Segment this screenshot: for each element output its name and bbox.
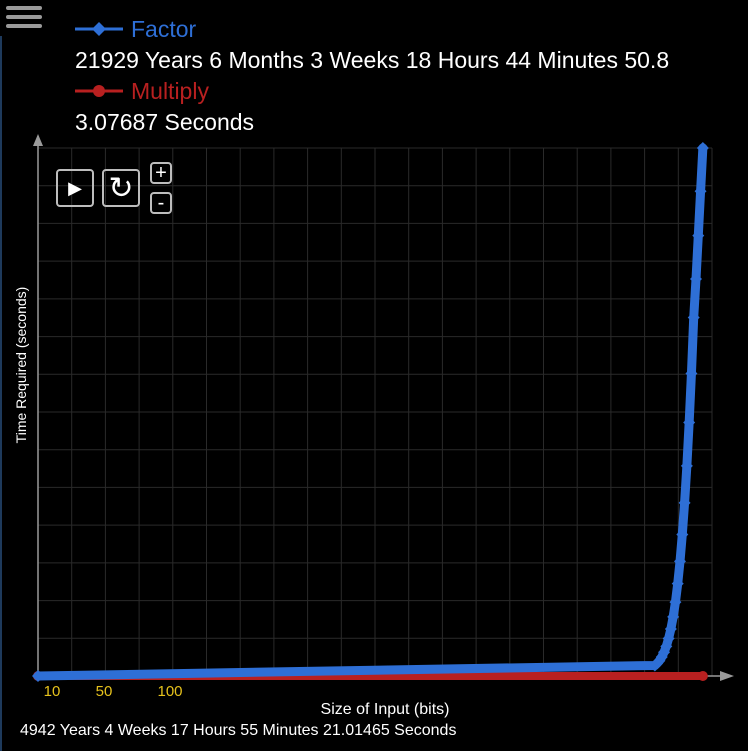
data-point-factor <box>692 229 705 242</box>
legend-item-multiply[interactable]: Multiply <box>75 76 748 106</box>
series-factor <box>32 142 709 682</box>
play-icon: ▶ <box>68 177 82 198</box>
data-point-factor <box>671 577 684 590</box>
data-point-factor <box>664 623 677 636</box>
left-divider <box>0 36 2 751</box>
chart-axes <box>33 134 734 681</box>
data-point-factor <box>678 496 691 509</box>
x-tick-label: 50 <box>96 683 113 700</box>
play-button[interactable]: ▶ <box>56 169 94 207</box>
zoom-out-button[interactable]: - <box>150 192 172 214</box>
x-tick-label: 10 <box>44 683 61 700</box>
x-tick-label: 100 <box>157 683 182 700</box>
data-point-factor <box>662 632 675 645</box>
y-axis-arrow <box>33 134 43 146</box>
legend: Factor 21929 Years 6 Months 3 Weeks 18 H… <box>75 14 748 138</box>
circle-marker-icon <box>75 85 123 97</box>
data-point-factor <box>690 272 703 285</box>
data-point-factor <box>32 670 44 682</box>
data-point-factor <box>676 528 689 541</box>
legend-label-factor: Factor <box>131 15 197 42</box>
reset-icon: ↻ <box>108 171 134 205</box>
legend-label-multiply: Multiply <box>131 77 209 104</box>
data-point-multiply <box>697 671 708 681</box>
x-axis-arrow <box>720 671 734 681</box>
footer-time-text: 4942 Years 4 Weeks 17 Hours 55 Minutes 2… <box>20 722 457 739</box>
data-point-factor <box>667 610 680 623</box>
hamburger-menu-icon <box>6 6 42 10</box>
factor-time-value: 21929 Years 6 Months 3 Weeks 18 Hours 44… <box>75 47 670 73</box>
data-point-factor <box>674 555 687 568</box>
y-axis-label: Time Required (seconds) <box>13 287 29 444</box>
diamond-marker-icon <box>75 22 123 36</box>
data-point-factor <box>669 596 682 609</box>
zoom-in-button[interactable]: + <box>150 162 172 184</box>
reset-button[interactable]: ↻ <box>102 169 140 207</box>
data-point-factor <box>696 142 709 154</box>
chart-series <box>32 142 709 682</box>
data-point-factor <box>685 367 698 380</box>
x-axis-label: Size of Input (bits) <box>321 701 450 718</box>
chart-grid <box>37 147 713 677</box>
data-point-factor <box>687 311 700 324</box>
data-point-factor <box>694 185 707 198</box>
menu-button[interactable] <box>6 6 42 34</box>
chart-ticks: 10 50 100 <box>44 683 183 700</box>
multiply-time-value: 3.07687 Seconds <box>75 109 255 135</box>
data-point-factor <box>683 416 696 429</box>
legend-item-factor[interactable]: Factor <box>75 14 748 44</box>
data-point-factor <box>680 459 693 472</box>
